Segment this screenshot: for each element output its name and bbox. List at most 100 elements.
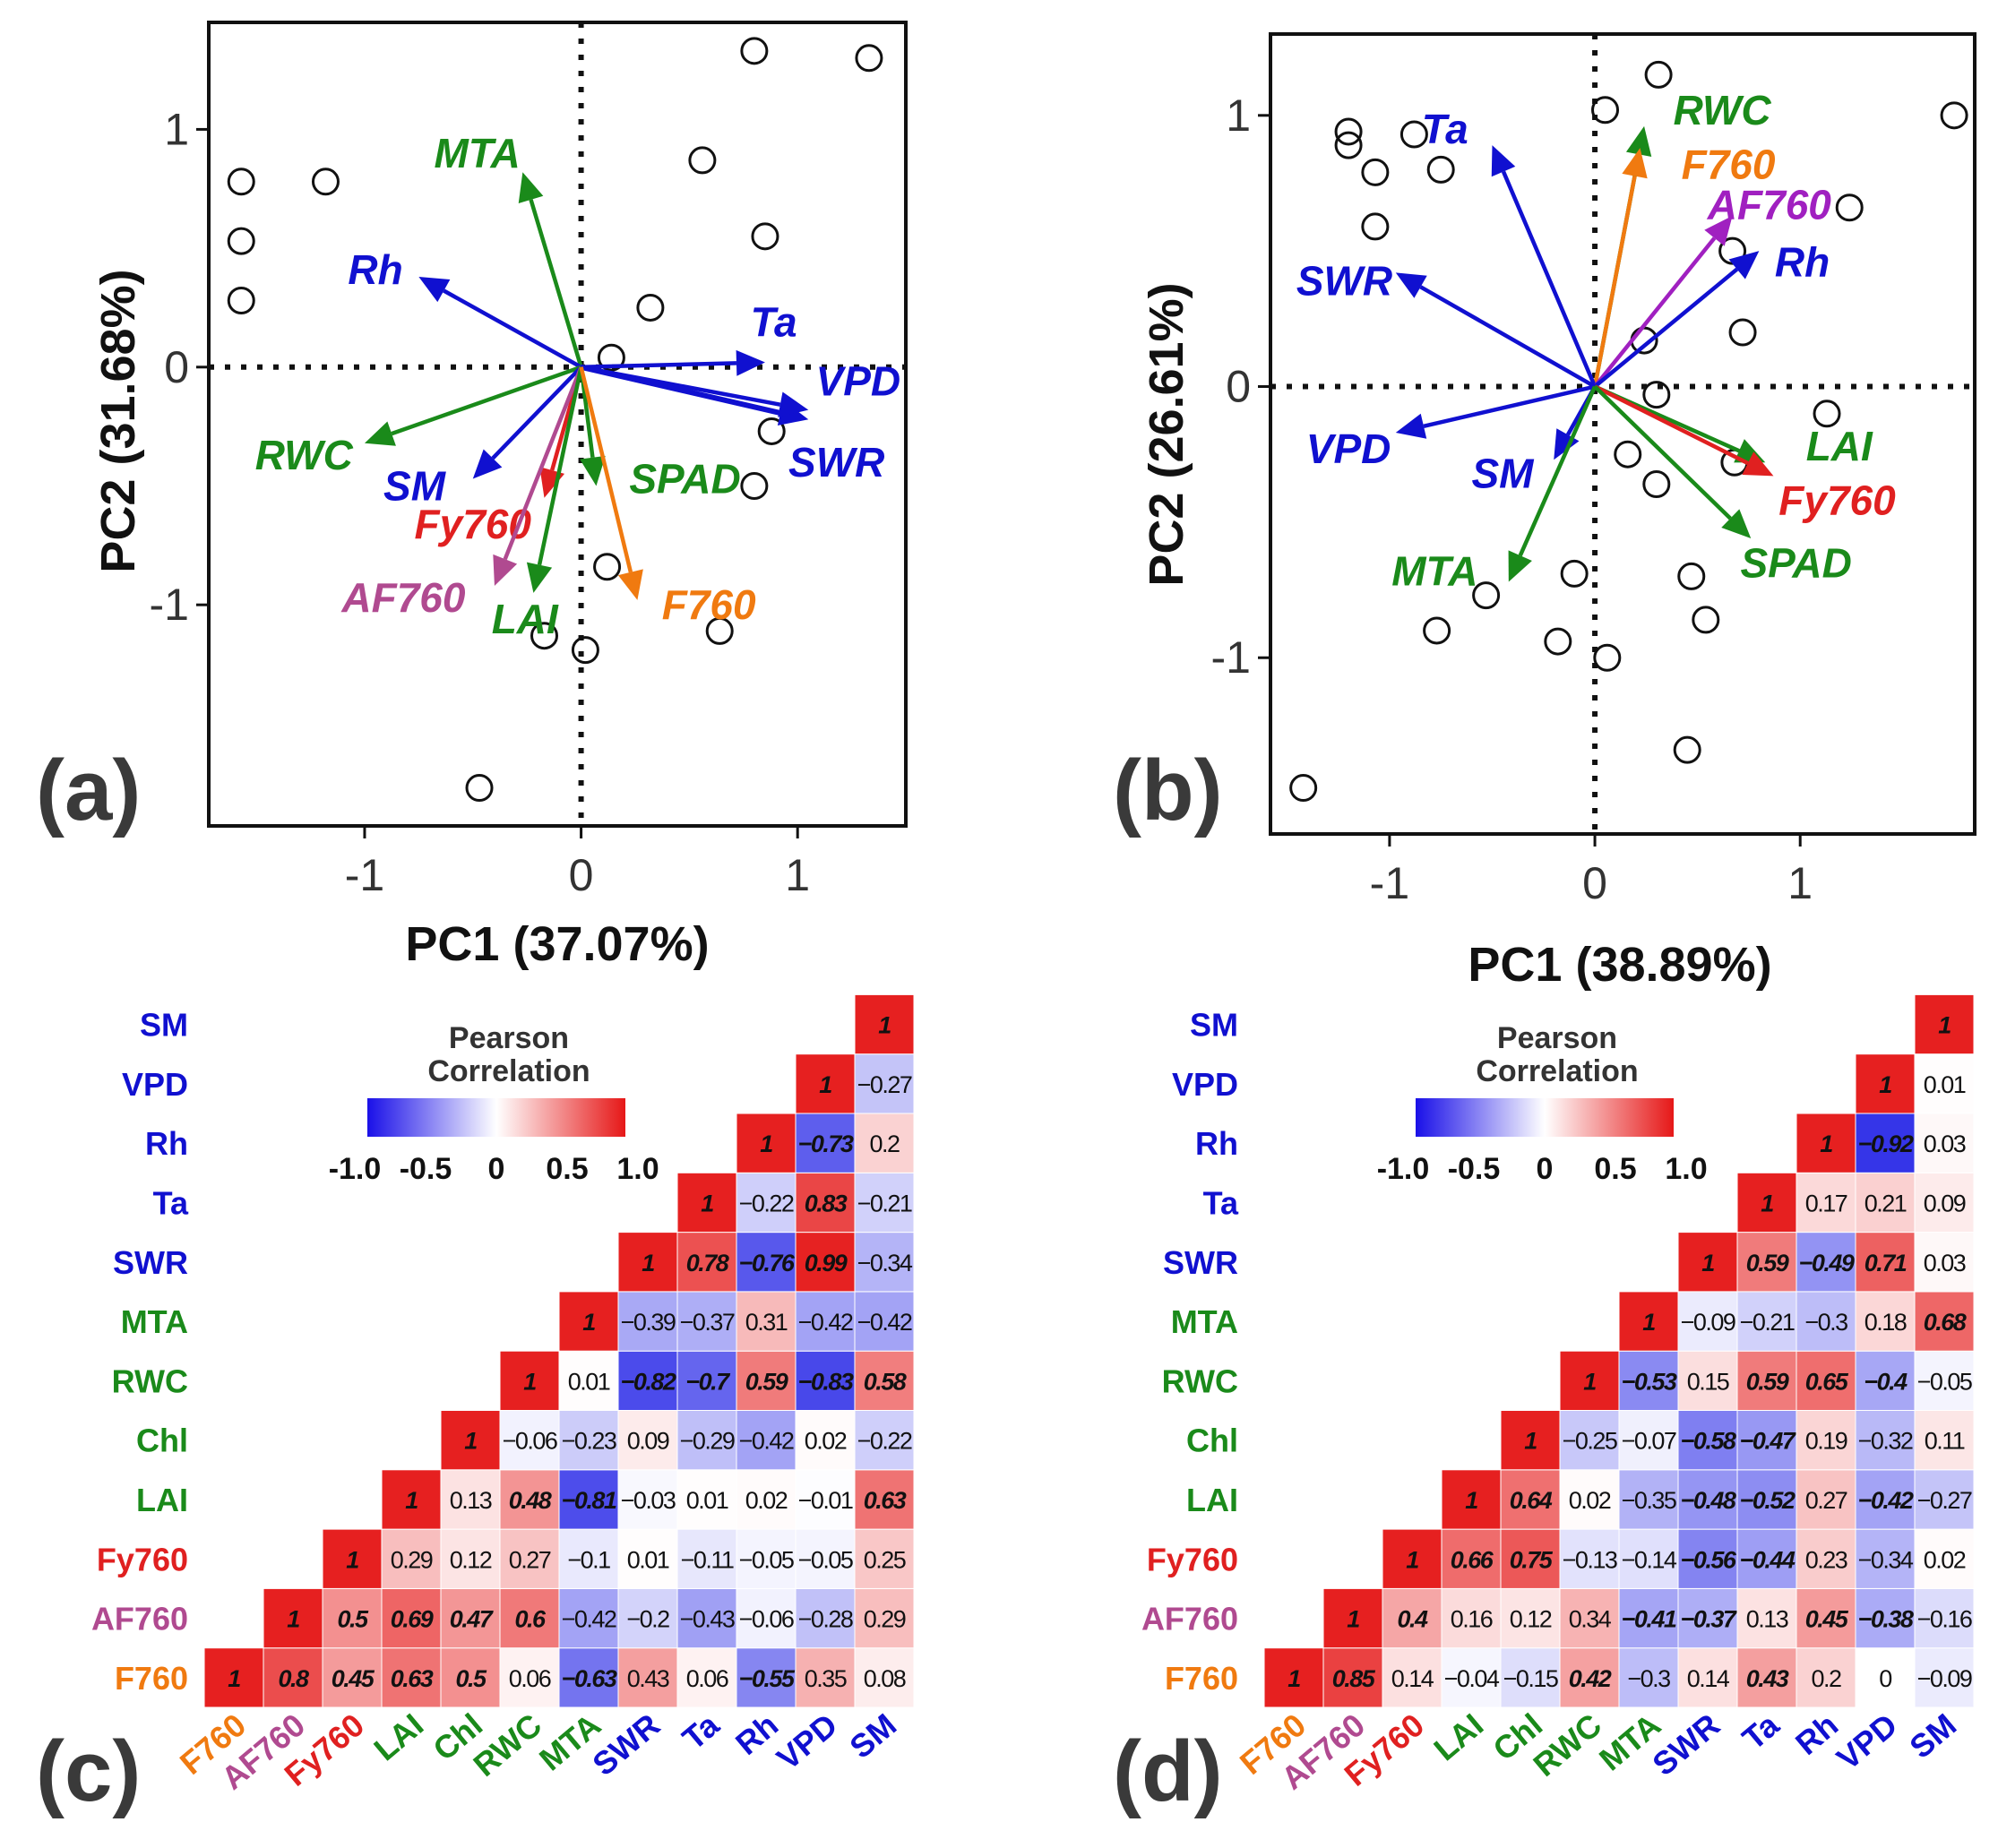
panel-d-cell xyxy=(1855,1528,1916,1589)
panel-d-cell-value: −0.3 xyxy=(1627,1665,1670,1692)
panel-d-cell-value: 1 xyxy=(1642,1309,1655,1336)
panel-d-cell xyxy=(1677,1587,1738,1649)
panel-b-ytick-label: 1 xyxy=(1226,90,1251,141)
panel-c-cell-value: 1 xyxy=(228,1665,240,1692)
panel-d-cell xyxy=(1736,1172,1797,1233)
panel-c-cell xyxy=(558,1291,619,1352)
panel-c-cell-value: 0.45 xyxy=(332,1665,375,1692)
panel-c-cell-value: 0.13 xyxy=(450,1487,492,1514)
panel-a-arrow-SM-arrowhead xyxy=(472,449,503,479)
panel-c-col-label: Ta xyxy=(676,1706,727,1757)
panel-b-arrow-RWC-arrowhead xyxy=(1625,125,1652,158)
panel-d-cell xyxy=(1559,1469,1620,1530)
panel-a-ytick-label: 0 xyxy=(164,342,189,392)
panel-c-cell-value: −0.29 xyxy=(680,1428,735,1455)
panel-d-cell-value: 0.15 xyxy=(1687,1368,1729,1395)
panel-b-score-point xyxy=(1728,318,1757,347)
panel-d-heatmap: 1 0.85 0.14 −0.04 −0.15 0.42 −0.3 0.14 0.43 0.2 0−… xyxy=(1113,993,1975,1819)
panel-c-row-label: MTA xyxy=(121,1303,188,1340)
panel-d-cell-value: −0.56 xyxy=(1681,1546,1737,1573)
panel-c-cell xyxy=(736,1410,797,1471)
panel-d-legend-tick: -1.0 xyxy=(1377,1152,1430,1186)
panel-a-score-point xyxy=(465,774,494,803)
panel-d-cell xyxy=(1736,1350,1797,1411)
panel-c-cell-value: 1 xyxy=(760,1130,772,1157)
panel-d-cell xyxy=(1559,1647,1620,1708)
panel-d-row-label: RWC xyxy=(1162,1362,1238,1399)
panel-d-cell-value: 1 xyxy=(1406,1546,1418,1573)
panel-d-col-label: RWC xyxy=(1526,1706,1608,1784)
panel-d-letter: (d) xyxy=(1113,1723,1223,1819)
panel-b-score-point xyxy=(1644,60,1673,89)
panel-d-cell xyxy=(1559,1587,1620,1649)
panel-b-arrow-Ta xyxy=(1501,170,1598,388)
panel-d-cell-value: 0.64 xyxy=(1510,1487,1553,1514)
panel-a-score-point xyxy=(740,472,769,500)
panel-d-row-label: LAI xyxy=(1186,1482,1238,1518)
panel-c-cell xyxy=(440,1469,501,1530)
panel-c-col-label: SWR xyxy=(585,1706,667,1783)
panel-a-arrow-LAI xyxy=(537,366,583,566)
panel-d-cell xyxy=(1914,993,1975,1055)
panel-c-cell xyxy=(854,1469,915,1530)
panel-b-arrow-Fy760 xyxy=(1594,384,1749,466)
panel-c-cell-value: 0.43 xyxy=(627,1665,669,1692)
panel-a-letter: (a) xyxy=(36,743,141,838)
panel-c-cell xyxy=(854,1113,915,1173)
panel-c-cell-value: 1 xyxy=(464,1428,477,1455)
panel-c-cell xyxy=(736,1113,797,1173)
panel-d-cell xyxy=(1914,1350,1975,1411)
panel-d-cell-value: 1 xyxy=(1820,1130,1832,1157)
panel-d-cell-value: −0.13 xyxy=(1563,1546,1617,1573)
panel-c-row-label: RWC xyxy=(112,1362,188,1399)
panel-b-arrow-label-Fy760: Fy760 xyxy=(1778,477,1896,524)
panel-d-legend-tick: 1.0 xyxy=(1665,1152,1707,1186)
panel-a-arrow-Ta xyxy=(581,361,737,370)
panel-d-cell xyxy=(1677,1528,1738,1589)
panel-d-cell-value: −0.53 xyxy=(1622,1368,1677,1395)
panel-b-arrow-MTA xyxy=(1518,385,1598,557)
panel-a-arrow-label-SPAD: SPAD xyxy=(629,456,740,503)
panel-a-frame xyxy=(207,21,908,828)
panel-d-legend-tick: 0 xyxy=(1537,1152,1554,1186)
panel-b-score-point xyxy=(1423,616,1451,645)
panel-d-cell-value: −0.32 xyxy=(1858,1428,1913,1455)
panel-d-cell-value: −0.37 xyxy=(1681,1606,1738,1633)
panel-c-cell-value: −0.73 xyxy=(798,1130,854,1157)
panel-c-cell-value: 0.5 xyxy=(337,1606,369,1633)
panel-c-cell-value: −0.03 xyxy=(621,1487,676,1514)
panel-c-cell xyxy=(676,1587,737,1649)
panel-b-letter: (b) xyxy=(1113,743,1223,838)
panel-b-frame xyxy=(1269,32,1976,836)
panel-a-arrow-Rh xyxy=(443,288,582,369)
panel-c-row-label: Rh xyxy=(145,1125,188,1162)
panel-d-cell xyxy=(1441,1587,1502,1649)
panel-b-arrow-label-Rh: Rh xyxy=(1775,238,1830,285)
panel-d-cell-value: 1 xyxy=(1761,1190,1773,1216)
panel-c-cell xyxy=(558,1587,619,1649)
panel-b-score-point xyxy=(1692,606,1720,634)
panel-a-arrow-SPAD-arrowhead xyxy=(580,455,606,486)
panel-d-row-label: Chl xyxy=(1186,1423,1238,1459)
panel-a-arrow-F760 xyxy=(579,366,633,573)
panel-b-xtick-label: 0 xyxy=(1582,858,1607,908)
panel-a-score-point xyxy=(571,636,599,665)
panel-c-cell xyxy=(440,1410,501,1471)
panel-d-cell-value: 0.71 xyxy=(1865,1250,1907,1276)
panel-a-ytick-label: 1 xyxy=(164,104,189,154)
panel-b-ytick-label: 0 xyxy=(1226,362,1251,412)
panel-b-arrow-label-Ta: Ta xyxy=(1422,106,1468,152)
panel-b-score-point xyxy=(1642,470,1671,499)
panel-c-cell-value: −0.22 xyxy=(739,1190,794,1216)
panel-c-cell-value: −0.42 xyxy=(562,1606,616,1633)
panel-b-arrow-SWR xyxy=(1419,285,1597,389)
panel-d-cell xyxy=(1855,1053,1916,1114)
panel-d-cell xyxy=(1914,1232,1975,1293)
panel-b-score-point xyxy=(1361,212,1390,241)
panel-d-cell xyxy=(1855,1113,1916,1173)
panel-c-cell xyxy=(736,1232,797,1293)
panel-c-col-label: SM xyxy=(842,1706,903,1766)
panel-c-cell xyxy=(440,1647,501,1708)
panel-d-row-label: SM xyxy=(1190,1007,1238,1044)
panel-d-cell-value: 0.59 xyxy=(1746,1368,1789,1395)
